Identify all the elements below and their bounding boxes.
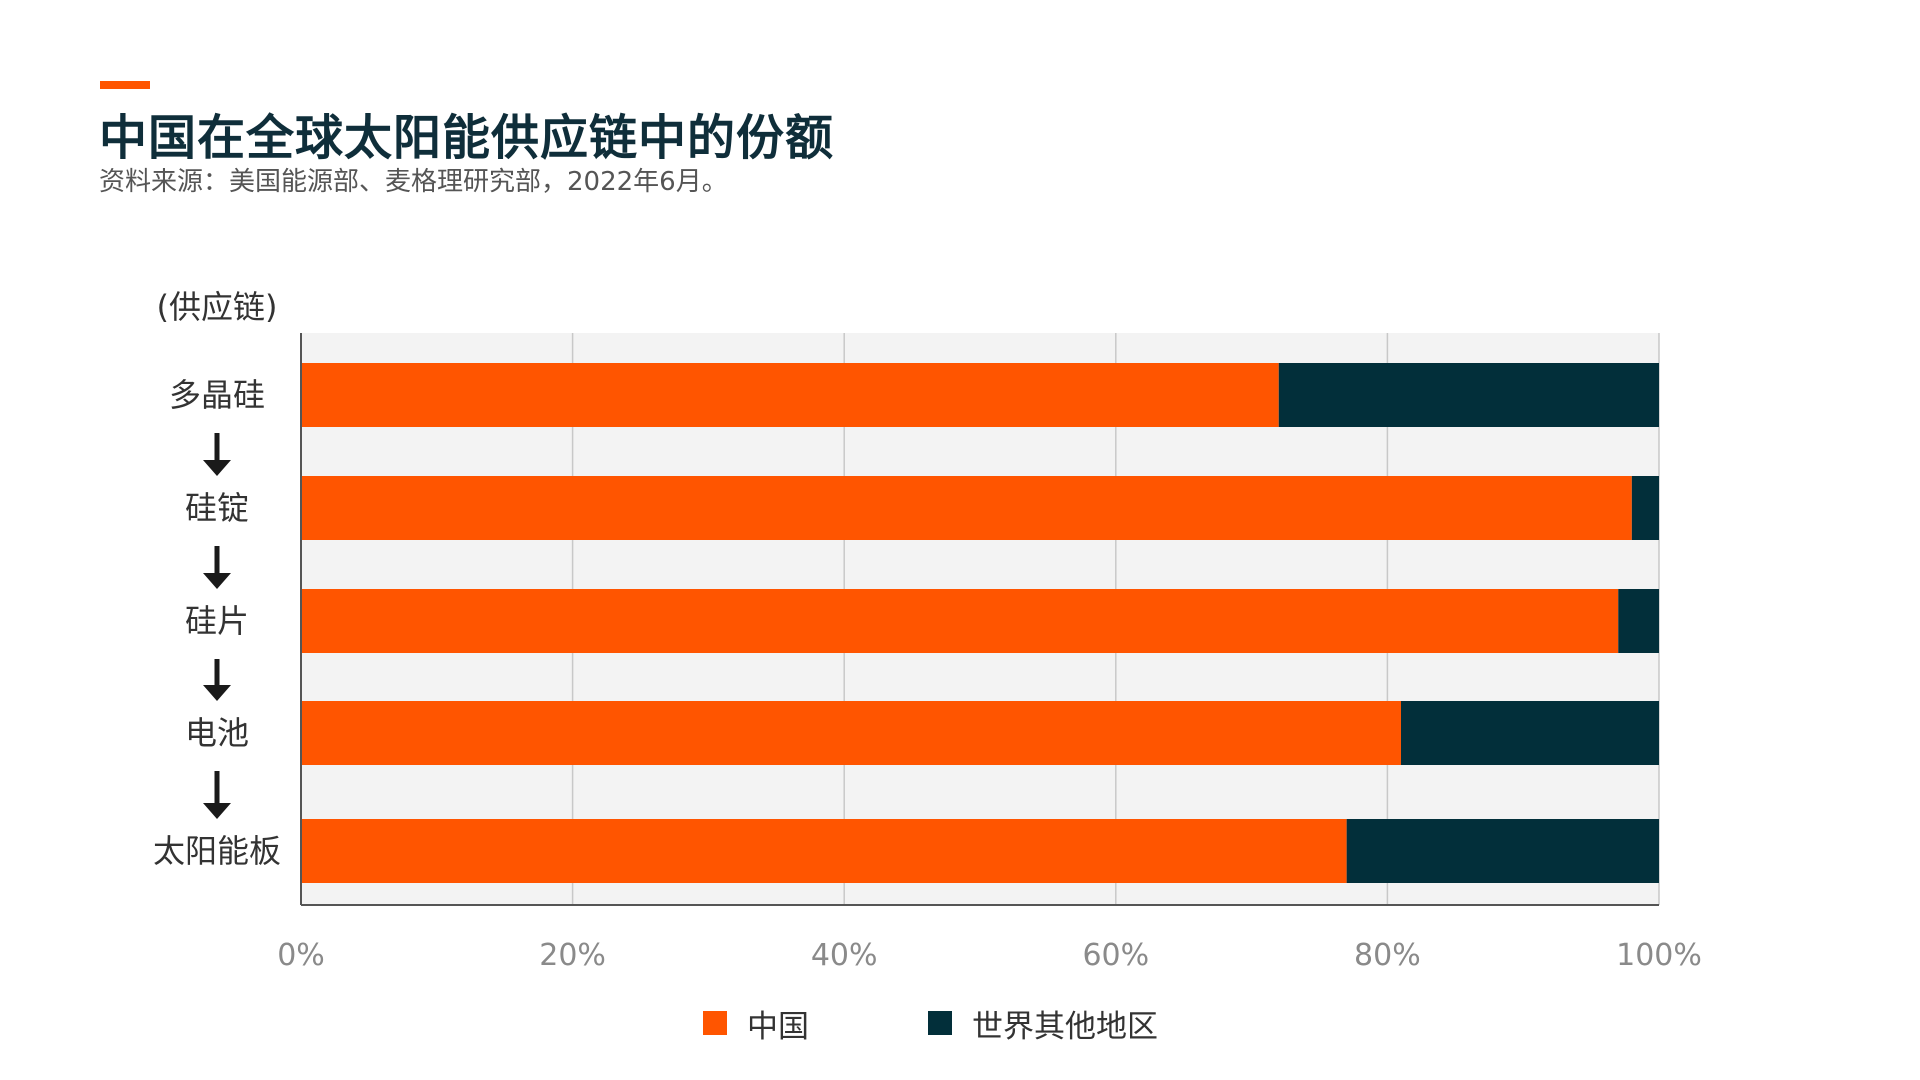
legend-swatch-rest-of-world [928, 1011, 952, 1035]
x-tick-label: 100% [1616, 938, 1702, 973]
down-arrow-icon [203, 659, 231, 701]
bar-segment-china [301, 476, 1632, 540]
title-accent-bar [100, 81, 150, 89]
x-tick-label: 20% [539, 938, 606, 973]
category-label: 硅片 [185, 602, 249, 640]
x-tick-labels: 0% 20% 40% 60% 80% 100% [277, 938, 1702, 973]
down-arrow-icon [203, 546, 231, 589]
legend-label-china: 中国 [747, 1008, 809, 1045]
legend: 中国 世界其他地区 [0, 998, 1920, 1048]
legend-swatch-china [703, 1011, 727, 1035]
page-title: 中国在全球太阳能供应链中的份额 [99, 110, 835, 166]
bar-segment-rest-of-world [1346, 819, 1659, 883]
bars [301, 363, 1659, 883]
bar-segment-china [301, 363, 1279, 427]
bar-segment-china [301, 589, 1619, 653]
down-arrow-icon [203, 433, 231, 476]
legend-label-rest-of-world: 世界其他地区 [972, 1008, 1158, 1045]
down-arrow-icon [203, 771, 231, 819]
category-label: 多晶硅 [169, 376, 265, 414]
flow-arrows [203, 433, 231, 819]
bar-segment-rest-of-world [1400, 701, 1659, 765]
bar-segment-rest-of-world [1618, 589, 1659, 653]
x-tick-label: 80% [1354, 938, 1421, 973]
bar-segment-rest-of-world [1631, 476, 1659, 540]
category-label: 电池 [185, 714, 249, 752]
axes [300, 333, 1659, 906]
page-subtitle: 资料来源：美国能源部、麦格理研究部，2022年6月。 [99, 167, 728, 197]
x-tick-label: 60% [1082, 938, 1149, 973]
category-label: 硅锭 [185, 489, 249, 527]
bar-segment-china [301, 819, 1347, 883]
category-label: 太阳能板 [153, 832, 281, 870]
x-tick-label: 0% [277, 938, 325, 973]
legend-item-china: 中国 [703, 998, 809, 1048]
bar-segment-rest-of-world [1278, 363, 1659, 427]
legend-item-rest-of-world: 世界其他地区 [928, 998, 1158, 1048]
bar-segment-china [301, 701, 1401, 765]
y-axis-header: (供应链) [157, 288, 278, 326]
x-tick-label: 40% [811, 938, 878, 973]
